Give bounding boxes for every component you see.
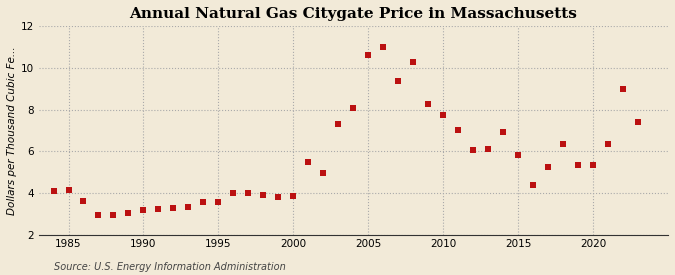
- Point: [333, 122, 344, 127]
- Point: [138, 207, 149, 212]
- Point: [348, 105, 358, 110]
- Point: [273, 195, 284, 199]
- Text: Source: U.S. Energy Information Administration: Source: U.S. Energy Information Administ…: [54, 262, 286, 272]
- Point: [243, 191, 254, 195]
- Point: [558, 142, 568, 146]
- Title: Annual Natural Gas Citygate Price in Massachusetts: Annual Natural Gas Citygate Price in Mas…: [130, 7, 577, 21]
- Point: [438, 113, 449, 117]
- Point: [572, 163, 583, 167]
- Point: [108, 213, 119, 217]
- Point: [468, 148, 479, 152]
- Point: [618, 87, 628, 91]
- Point: [378, 45, 389, 49]
- Point: [632, 120, 643, 124]
- Point: [513, 153, 524, 158]
- Point: [603, 142, 614, 146]
- Point: [588, 163, 599, 167]
- Point: [483, 147, 493, 152]
- Point: [123, 211, 134, 215]
- Point: [543, 165, 554, 169]
- Point: [93, 213, 104, 217]
- Point: [423, 102, 433, 107]
- Point: [168, 205, 179, 210]
- Point: [63, 188, 74, 192]
- Point: [288, 194, 299, 198]
- Point: [213, 200, 224, 205]
- Y-axis label: Dollars per Thousand Cubic Fe...: Dollars per Thousand Cubic Fe...: [7, 46, 17, 215]
- Point: [198, 200, 209, 205]
- Point: [258, 193, 269, 197]
- Point: [78, 199, 89, 204]
- Point: [303, 160, 314, 164]
- Point: [453, 128, 464, 133]
- Point: [153, 207, 164, 211]
- Point: [408, 59, 418, 64]
- Point: [363, 53, 374, 58]
- Point: [497, 129, 508, 134]
- Point: [318, 171, 329, 175]
- Point: [183, 204, 194, 209]
- Point: [228, 191, 239, 195]
- Point: [48, 189, 59, 193]
- Point: [393, 79, 404, 84]
- Point: [528, 182, 539, 187]
